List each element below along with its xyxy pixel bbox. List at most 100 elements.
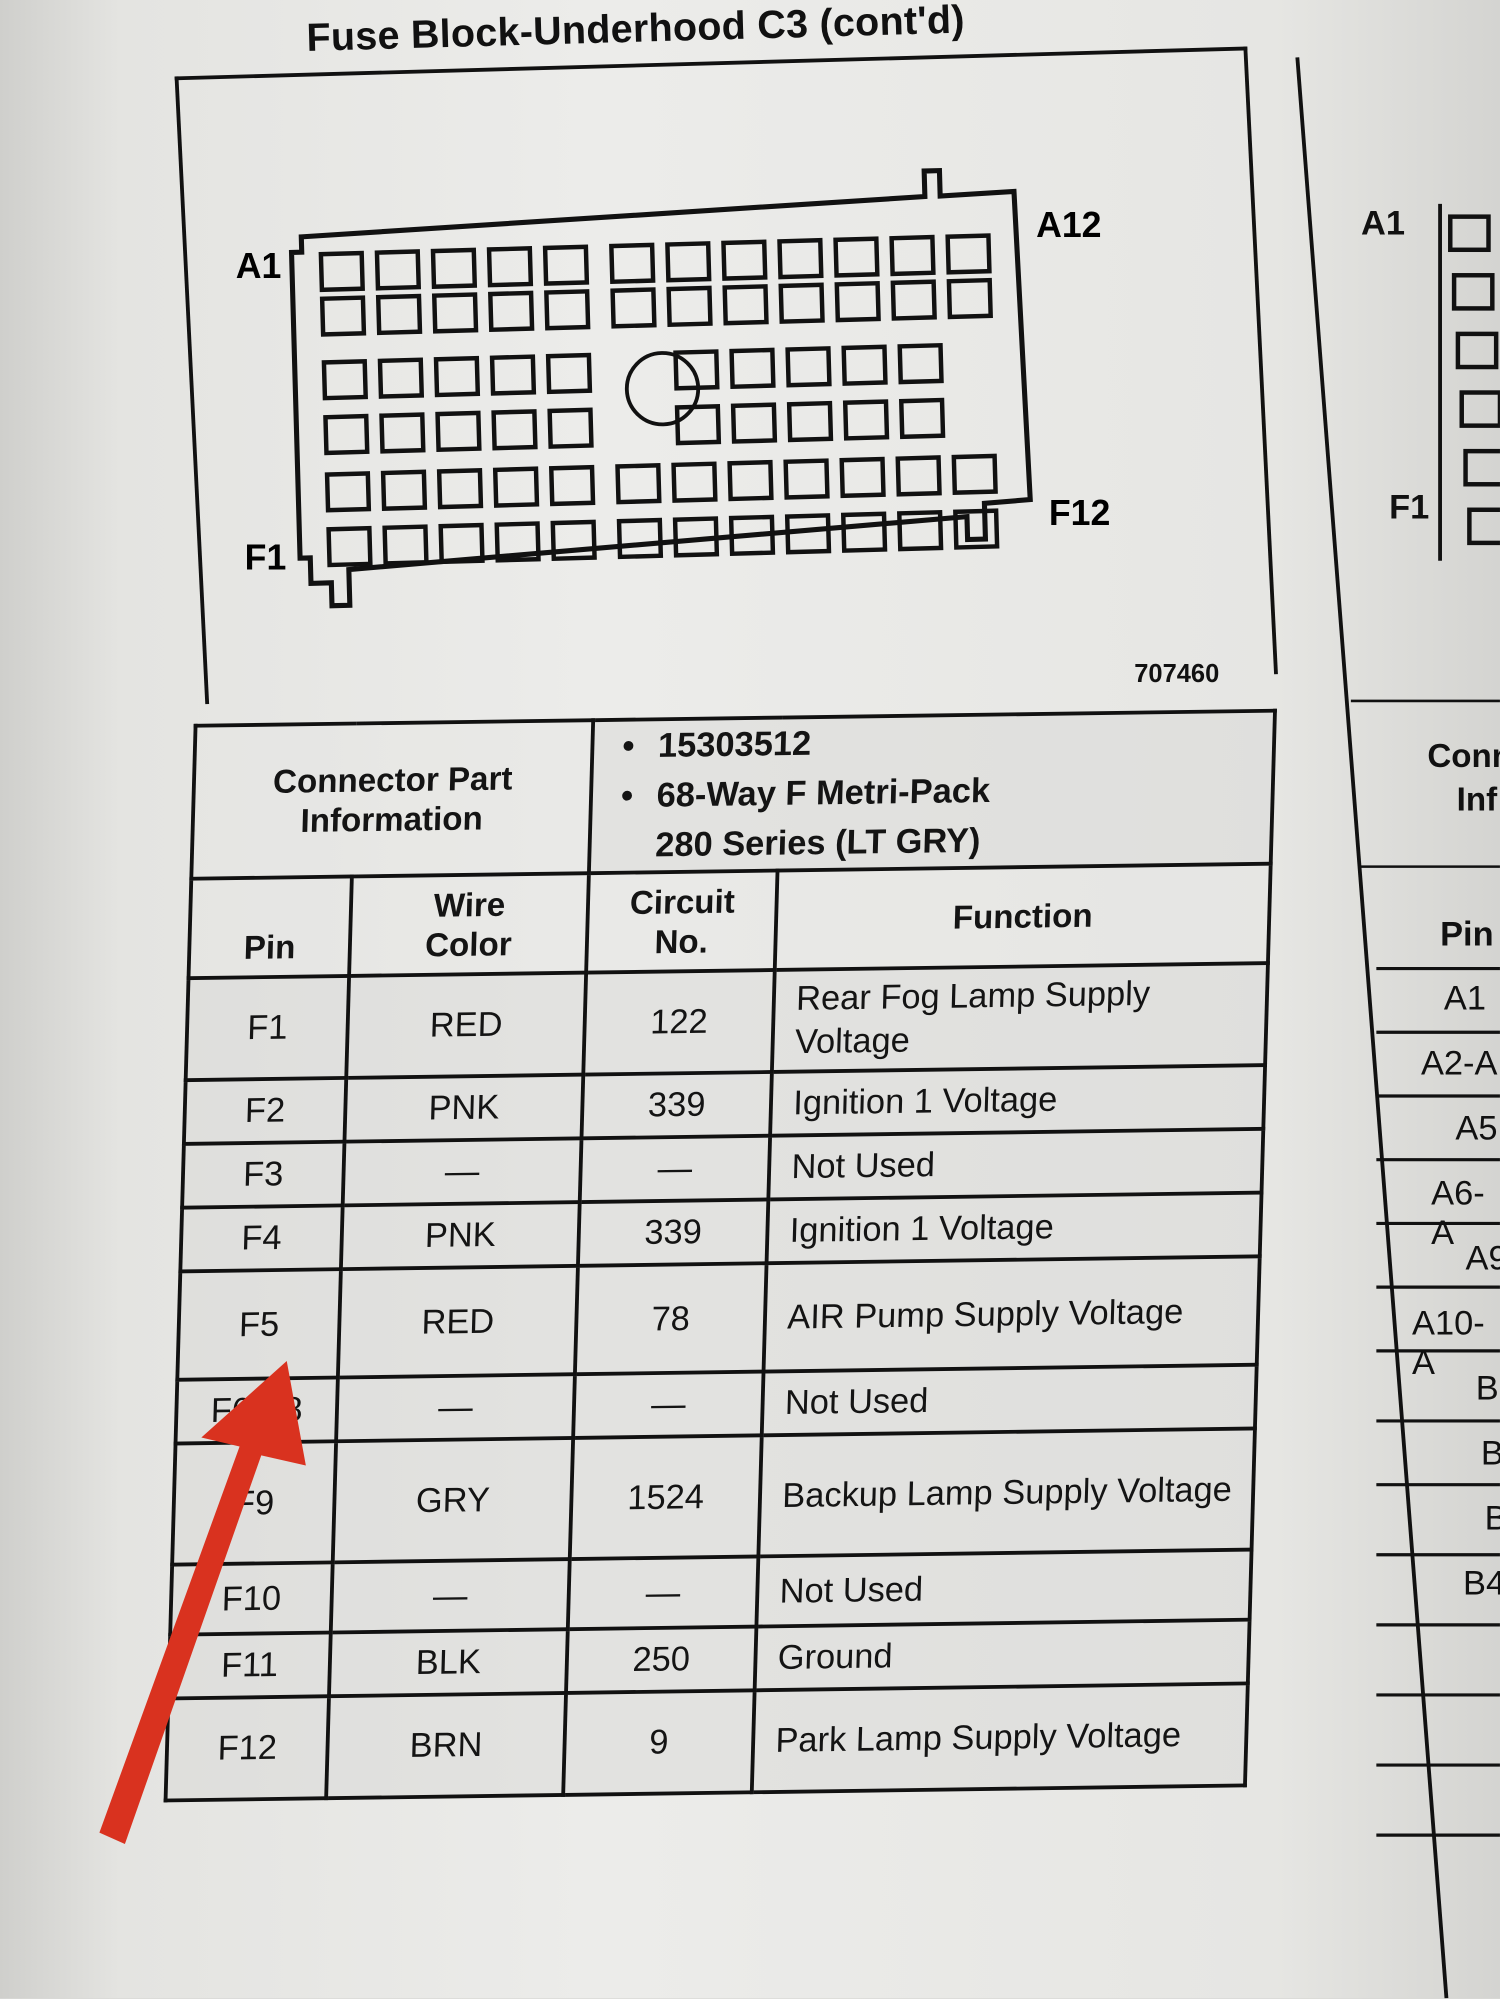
pin-cavity [897, 509, 944, 552]
pin-cavity [951, 453, 998, 496]
pin-cavity [488, 290, 535, 333]
pin-cavity [323, 413, 370, 456]
pin-cavity [615, 463, 662, 505]
next-pin-label-f1: F1 [1389, 488, 1430, 527]
pin-cavity [842, 399, 890, 441]
pin-cavity [377, 357, 425, 399]
pin-cavity [326, 525, 373, 568]
connector-outline [288, 167, 1033, 609]
pin-cavity [953, 508, 1000, 550]
next-page-frame-line [1295, 57, 1449, 1999]
next-pin-label: A2-A [1420, 1043, 1498, 1082]
pin-cavity [435, 410, 482, 453]
next-pin-cavity [1463, 448, 1500, 487]
pin-cavity [547, 407, 594, 449]
pin-cavity [889, 234, 936, 277]
pin-cavity [375, 293, 423, 336]
pin-cavity [778, 282, 825, 324]
pin-cavity [489, 354, 537, 396]
pin-cavity [665, 241, 712, 283]
pin-cavity [548, 464, 596, 507]
pin-cavity [550, 519, 597, 562]
next-pin-label: B [1481, 1434, 1500, 1474]
red-arrow-annotation [99, 1361, 306, 1845]
pin-cavity [783, 458, 830, 500]
figure-number: 707460 [1134, 660, 1220, 689]
pin-cavity [841, 344, 888, 386]
pin-cavity [777, 237, 824, 280]
pin-cavity [786, 400, 834, 443]
pin-cavity [436, 467, 484, 510]
pin-cavity [834, 280, 881, 323]
pin-cavity [491, 409, 538, 451]
pin-cavity [544, 289, 591, 331]
next-pin-label: B4 [1463, 1563, 1500, 1602]
next-pin-label: A6-A [1431, 1173, 1485, 1252]
pin-cavity [542, 244, 590, 286]
pin-cavity [727, 459, 774, 502]
next-pin-cavity [1455, 331, 1499, 370]
next-pin-label: B [1485, 1499, 1500, 1539]
pin-cavity [728, 514, 776, 557]
pin-cavity [890, 279, 937, 321]
pin-cavity [785, 346, 832, 388]
next-connector-label-1: Conn [1427, 736, 1500, 775]
pin-label-f12: F12 [1049, 493, 1110, 533]
pin-cavity [324, 471, 372, 513]
pin-cavity [721, 239, 768, 281]
next-pin-label: A9 [1465, 1238, 1500, 1277]
pin-label-a12: A12 [1036, 205, 1101, 245]
pin-cavity [671, 461, 718, 503]
pin-cavity [494, 521, 541, 563]
next-pin-label-a1: A1 [1361, 203, 1406, 243]
next-pin-header: Pin [1440, 915, 1494, 954]
pin-cavity [431, 292, 479, 334]
next-pin-label: A5 [1455, 1108, 1498, 1147]
pin-cavity [784, 513, 832, 555]
pin-cavity [616, 517, 664, 560]
pin-cavity [895, 455, 942, 497]
pin-cavity [729, 347, 776, 390]
pin-cavity [666, 285, 713, 328]
pin-cavity [946, 277, 993, 320]
pin-cavity [382, 524, 429, 566]
next-pin-cavity [1467, 507, 1500, 546]
pin-cavity [492, 466, 540, 508]
next-pin-label: A10-A [1412, 1303, 1485, 1382]
pin-cavity [898, 397, 946, 440]
pin-cavity [730, 402, 778, 444]
next-pin-cavity [1448, 214, 1491, 253]
next-pin-label: B [1475, 1368, 1499, 1407]
pin-cavity [379, 412, 426, 454]
pin-cavity [430, 247, 478, 290]
pin-cavity [722, 284, 769, 326]
pin-cavity [545, 352, 593, 395]
pin-cavity [438, 522, 485, 565]
pin-cavity [380, 469, 428, 511]
pin-cavity [945, 233, 992, 275]
pin-cavity [319, 295, 367, 337]
pin-label-f1: F1 [245, 538, 287, 578]
pin-cavity [433, 355, 481, 398]
pin-cavity [897, 342, 944, 385]
pin-cavity [486, 246, 534, 288]
pin-label-a1: A1 [236, 246, 282, 286]
pin-cavity [839, 456, 886, 499]
pin-cavity [673, 349, 720, 391]
pin-cavity [610, 287, 657, 329]
pin-cavity [840, 511, 888, 553]
next-pin-label: A1 [1443, 978, 1486, 1017]
next-connector-label-2: Inf [1456, 779, 1498, 819]
pin-cavity [674, 403, 722, 446]
next-pin-cavity [1459, 390, 1500, 428]
pin-cavity [374, 249, 422, 291]
pin-cavity [318, 250, 365, 293]
pin-cavity [833, 236, 880, 278]
pin-cavity [672, 516, 720, 558]
pin-cavity [609, 242, 656, 285]
next-pin-cavity [1451, 273, 1495, 311]
